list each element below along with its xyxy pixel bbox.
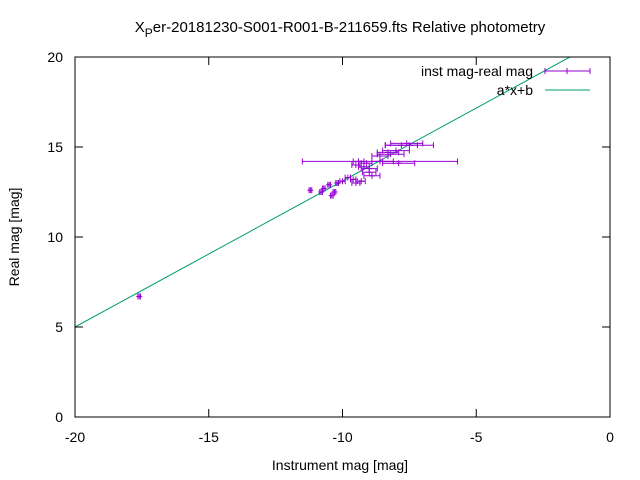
chart-title: XPer-20181230-S001-R001-B-211659.fts Rel…	[135, 19, 546, 40]
data-point	[334, 180, 341, 186]
y-tick-label: 5	[55, 319, 63, 335]
legend-sample-errorbars	[544, 68, 591, 74]
y-tick-label: 20	[47, 49, 63, 65]
legend: inst mag-real mag a*x+b	[421, 63, 591, 98]
data-point	[307, 187, 314, 194]
x-tick-label: -5	[470, 429, 483, 445]
plot-area	[75, 57, 571, 328]
data-point	[339, 178, 346, 185]
y-tick-label: 10	[47, 229, 63, 245]
plot-border	[74, 56, 611, 418]
x-axis-title: Instrument mag [mag]	[272, 457, 408, 473]
data-point	[344, 174, 352, 181]
data-point	[326, 181, 333, 188]
data-point	[382, 147, 410, 154]
legend-label-fit: a*x+b	[497, 82, 533, 98]
legend-label-errorbars: inst mag-real mag	[421, 63, 533, 79]
chart-title-subscript: P	[145, 26, 153, 40]
y-axis-title: Real mag [mag]	[6, 188, 22, 287]
chart-title-rest: er-20181230-S001-R001-B-211659.fts Relat…	[153, 19, 546, 36]
x-tick-label: -15	[199, 429, 219, 445]
data-point	[350, 176, 357, 183]
data-point	[136, 293, 143, 300]
data-point	[328, 192, 335, 199]
data-point	[362, 169, 377, 176]
data-point	[356, 178, 366, 185]
x-tick-label: 0	[606, 429, 614, 445]
x-tick-label: -10	[332, 429, 352, 445]
y-tick-label: 0	[55, 409, 63, 425]
data-point	[320, 185, 327, 192]
data-point	[376, 151, 405, 158]
data-point	[301, 158, 459, 165]
chart-title-symbol: X	[135, 19, 145, 36]
y-tick-label: 15	[47, 139, 63, 155]
data-point	[363, 172, 381, 179]
data-point	[384, 142, 434, 149]
axes: -20 -15 -10 -5 0 0 5 10 15 20	[47, 49, 614, 445]
data-point	[331, 189, 338, 195]
x-tick-label: -20	[65, 429, 85, 445]
data-point	[360, 165, 378, 172]
